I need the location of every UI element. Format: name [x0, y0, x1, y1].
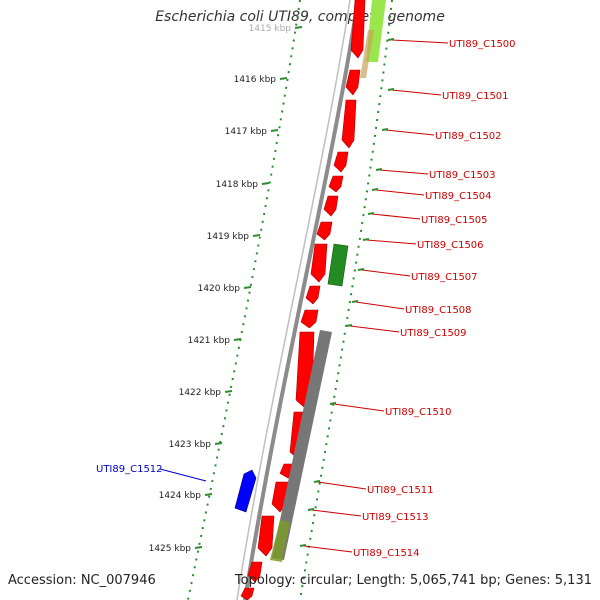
scale-tick — [261, 182, 270, 185]
gene-leader-line — [355, 301, 405, 310]
feature-layer — [234, 0, 386, 600]
forward-cds-arrow — [345, 69, 361, 96]
accession-text: Accession: NC_007946 — [8, 573, 156, 588]
gene-label-reverse[interactable]: UTI89_C1512 — [96, 464, 163, 475]
gene-leader-line — [303, 545, 353, 553]
scale-layer: 1415 kbp 1416 kbp 1417 kbp 1418 kbp 1419 kbp… — [149, 0, 393, 600]
scale-label: 1422 kbp — [179, 388, 222, 398]
gene-tick — [351, 300, 359, 303]
gene-tick — [307, 508, 315, 511]
label-layer: UTI89_C1500 UTI89_C1501 UTI89_C1502 UTI89_C… — [96, 38, 516, 559]
scale-label: 1423 kbp — [169, 440, 212, 450]
inner-ruler — [187, 0, 301, 600]
forward-cds-arrow — [323, 195, 339, 217]
scale-label: 1415 kbp — [249, 24, 292, 34]
scale-tick — [279, 77, 288, 80]
reverse-cds-arrow — [234, 469, 257, 513]
forward-cds-arrow — [341, 99, 357, 149]
scale-label: 1425 kbp — [149, 544, 192, 554]
scale-tick — [214, 442, 223, 445]
scale-label: 1417 kbp — [225, 127, 268, 137]
scale-label: 1418 kbp — [216, 180, 259, 190]
gene-leader-line — [361, 269, 411, 277]
gene-tick — [357, 268, 365, 271]
gene-tick — [387, 88, 395, 91]
gene-leader-line — [349, 325, 400, 333]
green-feature — [327, 243, 349, 287]
gene-leader-line-reverse — [159, 468, 207, 482]
scale-tick — [233, 338, 242, 341]
forward-cds-arrow — [310, 243, 328, 283]
scale-tick — [224, 390, 233, 393]
gene-leader-line — [391, 89, 442, 96]
backbone-layer — [236, 0, 360, 600]
gene-label[interactable]: UTI89_C1510 — [385, 407, 452, 418]
scale-tick — [252, 234, 261, 237]
gene-label[interactable]: UTI89_C1508 — [405, 305, 472, 316]
scale-tick — [294, 26, 303, 29]
backbone-line — [243, 0, 360, 600]
scale-label: 1419 kbp — [207, 232, 250, 242]
gene-tick — [375, 168, 383, 171]
gene-label[interactable]: UTI89_C1503 — [429, 170, 496, 181]
forward-cds-arrow — [257, 515, 275, 557]
forward-cds-arrow — [350, 0, 366, 59]
forward-cds-arrow — [328, 175, 344, 193]
scale-label: 1421 kbp — [188, 336, 231, 346]
gene-tick — [329, 402, 337, 405]
gene-leader-line — [366, 239, 417, 245]
gene-label[interactable]: UTI89_C1502 — [435, 131, 502, 142]
backbone-inner-line — [236, 0, 351, 600]
gene-label[interactable]: UTI89_C1500 — [449, 39, 516, 50]
olive-feature — [270, 520, 290, 562]
gene-leader-line — [385, 129, 435, 136]
gene-label[interactable]: UTI89_C1509 — [400, 328, 467, 339]
scale-tick — [270, 129, 279, 132]
forward-cds-arrow — [316, 221, 333, 241]
gene-label[interactable]: UTI89_C1506 — [417, 240, 484, 251]
forward-cds-arrow — [333, 151, 349, 173]
gene-tick — [299, 544, 307, 547]
forward-cds-arrow — [247, 561, 263, 583]
gene-leader-line — [317, 481, 367, 490]
summary-text: Topology: circular; Length: 5,065,741 bp… — [234, 573, 592, 588]
gene-tick — [387, 38, 395, 41]
gene-leader-line — [333, 403, 385, 412]
forward-cds-arrow — [240, 587, 255, 600]
gene-tick — [381, 128, 389, 131]
gene-label[interactable]: UTI89_C1507 — [411, 272, 478, 283]
gene-tick — [345, 324, 353, 327]
tan-feature — [360, 30, 374, 78]
gene-leader-line — [391, 39, 449, 44]
scale-label: 1424 kbp — [159, 491, 202, 501]
gene-label[interactable]: UTI89_C1514 — [353, 548, 420, 559]
scale-label: 1416 kbp — [234, 75, 277, 85]
forward-cds-arrow — [305, 285, 321, 305]
gray-feature — [272, 330, 332, 560]
gene-leader-line — [375, 189, 425, 196]
gene-label[interactable]: UTI89_C1501 — [442, 91, 509, 102]
scale-label: 1420 kbp — [198, 284, 241, 294]
gene-tick — [371, 188, 379, 191]
gene-tick — [367, 212, 375, 215]
scale-tick — [194, 546, 203, 549]
gene-label[interactable]: UTI89_C1511 — [367, 485, 434, 496]
gene-leader-line — [371, 213, 421, 220]
scale-tick — [204, 493, 213, 496]
gene-tick — [313, 480, 321, 483]
gene-label[interactable]: UTI89_C1504 — [425, 191, 492, 202]
gene-leader-line — [379, 169, 429, 175]
scale-tick — [243, 286, 252, 289]
gene-label[interactable]: UTI89_C1505 — [421, 215, 488, 226]
outer-ruler — [299, 0, 393, 600]
forward-cds-arrow — [300, 309, 319, 329]
gene-tick — [362, 238, 370, 241]
gene-leader-line — [311, 509, 362, 517]
gene-label[interactable]: UTI89_C1513 — [362, 512, 429, 523]
